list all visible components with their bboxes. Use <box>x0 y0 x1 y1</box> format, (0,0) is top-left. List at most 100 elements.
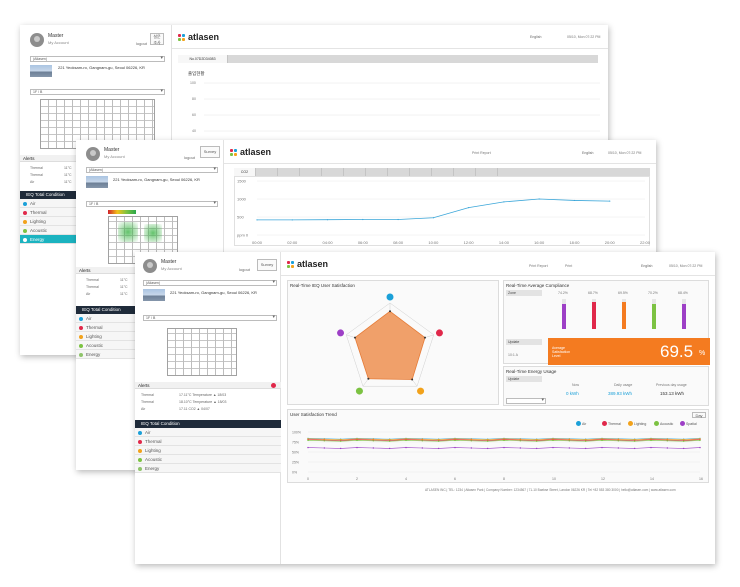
trend-point <box>307 438 309 440</box>
logout-link[interactable]: logout <box>184 155 195 160</box>
alert-item: Air <box>86 292 91 296</box>
satisfaction-value: 69.5 <box>660 342 694 361</box>
trend-point <box>307 446 309 449</box>
device-tabs: No.07D2D34083 <box>178 55 598 63</box>
logo-icon <box>287 261 295 269</box>
survey-button[interactable]: 설문 조사 <box>150 33 164 45</box>
ieq-item-acoustic[interactable]: Acoustic <box>20 226 76 235</box>
language-select[interactable]: English <box>582 151 594 155</box>
topbar: atlasen Print Report English 05/10, Mon … <box>224 140 656 164</box>
site-select[interactable]: (Atlasen) <box>143 280 277 286</box>
ieq-item-energy[interactable]: Energy <box>76 350 136 359</box>
logo-text: atlasen <box>297 259 329 269</box>
floor-plan[interactable] <box>167 328 237 376</box>
tab-sensor[interactable] <box>322 168 344 176</box>
spatial-icon <box>337 329 345 337</box>
tab-sensor[interactable] <box>256 168 278 176</box>
trend-series-line <box>307 439 701 441</box>
tab-sensor[interactable]: CO2 <box>234 168 256 176</box>
ieq-item-label: Acoustic <box>86 343 104 348</box>
tab-sensor[interactable] <box>388 168 410 176</box>
trend-range-select[interactable]: Day <box>692 412 706 418</box>
radar-point <box>367 377 370 380</box>
energy-select[interactable] <box>506 398 546 404</box>
thermal-icon <box>79 326 83 330</box>
x-tick-label: 20:00 <box>605 240 616 245</box>
ieq-item-thermal[interactable]: Thermal <box>76 323 136 332</box>
ieq-item-energy[interactable]: Energy <box>135 464 281 473</box>
ieq-item-acoustic[interactable]: Acoustic <box>135 455 281 464</box>
ieq-item-lighting[interactable]: Lighting <box>135 446 281 455</box>
floor-select[interactable]: 1F / B <box>86 201 218 207</box>
logout-link[interactable]: logout <box>136 41 147 46</box>
floor-select[interactable]: 1F / B <box>143 315 277 321</box>
building-photo <box>30 65 52 77</box>
energy-now-value: 0 kWh <box>566 391 579 396</box>
language-select[interactable]: English <box>530 35 542 39</box>
legend-label: Lighting <box>634 421 647 426</box>
co2-point <box>291 219 293 221</box>
my-account-link[interactable]: My Account <box>48 40 69 45</box>
x-tick-label: 10 <box>552 477 556 481</box>
y-tick-label: 25% <box>292 461 299 465</box>
user-name: Master <box>104 147 120 153</box>
co2-chart: 1500 1000 500 ppm 0 00:00 02:00 04:00 06:00 08:0… <box>234 176 651 246</box>
alert-value: 17.11 CO2 ▲ 04/07 <box>179 407 210 411</box>
ieq-item-thermal[interactable]: Thermal <box>135 437 281 446</box>
datetime-text: 05/10, Mon 07:22 PM <box>567 35 601 39</box>
ieq-item-label: Acoustic <box>145 457 163 462</box>
my-account-link[interactable]: My Account <box>104 154 125 159</box>
tab-sensor[interactable] <box>278 168 300 176</box>
heatmap-scale <box>108 210 136 214</box>
tab-sensor[interactable] <box>300 168 322 176</box>
floor-select[interactable]: 1F / B <box>30 89 165 95</box>
co2-point <box>432 217 434 219</box>
y-tick-label: 1500 <box>237 179 247 184</box>
ieq-item-energy[interactable]: Energy <box>20 235 76 244</box>
alerts-header: Alerts <box>135 382 281 389</box>
satisfaction-unit: % <box>699 350 706 357</box>
alert-item: Thermal <box>30 166 43 170</box>
tab-device[interactable]: No.07D2D34083 <box>178 55 228 63</box>
energy-panel: Real-Time Energy Usage Update Now 0 kWh … <box>503 366 709 406</box>
survey-button[interactable]: Survey <box>257 259 277 271</box>
ieq-item-thermal[interactable]: Thermal <box>20 208 76 217</box>
energy-prev-value: 153.13 kWh <box>660 391 685 396</box>
y-tick-label: ppm 0 <box>237 233 249 238</box>
avatar <box>30 33 44 47</box>
language-select[interactable]: English <box>641 264 653 268</box>
co2-point <box>326 219 329 221</box>
building-photo <box>143 289 165 301</box>
air-icon <box>23 202 27 206</box>
tab-sensor[interactable] <box>476 168 498 176</box>
tab-sensor[interactable] <box>366 168 388 176</box>
tab-sensor[interactable] <box>344 168 366 176</box>
my-account-link[interactable]: My Account <box>161 266 182 271</box>
ieq-item-lighting[interactable]: Lighting <box>20 217 76 226</box>
alert-item: Thermal <box>141 400 154 404</box>
ieq-item-air[interactable]: Air <box>20 199 76 208</box>
building-photo <box>86 176 108 188</box>
logout-link[interactable]: logout <box>239 267 250 272</box>
site-select[interactable]: (Atlasen) <box>30 56 165 62</box>
dashboard-window-front: Master My Account logout Survey (Atlasen… <box>135 252 715 564</box>
tab-sensor[interactable] <box>432 168 454 176</box>
radar-panel: Real-Time IEQ User Satisfaction <box>287 280 499 405</box>
print-button[interactable]: Print <box>565 264 573 268</box>
ieq-item-acoustic[interactable]: Acoustic <box>76 341 136 350</box>
tab-sensor[interactable] <box>454 168 476 176</box>
co2-point <box>609 200 611 202</box>
ieq-item-air[interactable]: Air <box>76 314 136 323</box>
ieq-item-label: Energy <box>30 237 45 242</box>
print-report-button[interactable]: Print Report <box>472 151 491 155</box>
site-select[interactable]: (Atlasen) <box>86 167 218 173</box>
ieq-item-air[interactable]: Air <box>135 428 281 437</box>
ieq-item-label: Lighting <box>86 334 102 339</box>
legend-label: Thermal <box>608 421 621 426</box>
air-icon <box>138 431 142 435</box>
print-report-button[interactable]: Print Report <box>529 264 548 268</box>
y-tick: 60 <box>192 113 196 117</box>
tab-sensor[interactable] <box>410 168 432 176</box>
ieq-item-lighting[interactable]: Lighting <box>76 332 136 341</box>
survey-button[interactable]: Survey <box>200 146 220 158</box>
